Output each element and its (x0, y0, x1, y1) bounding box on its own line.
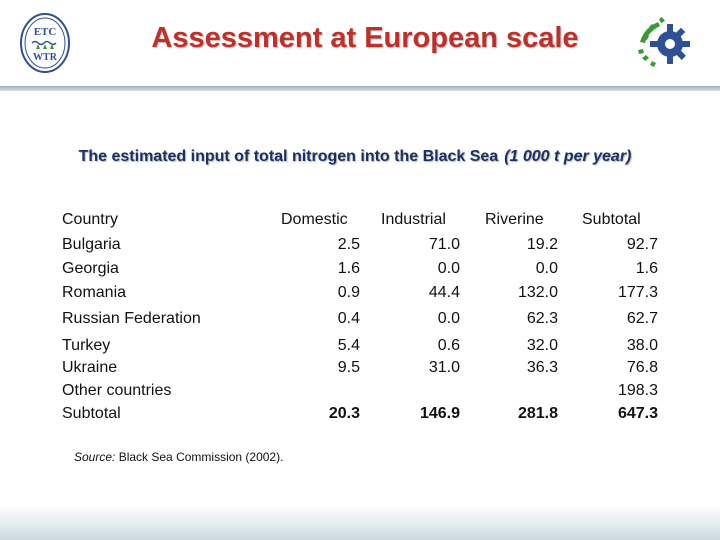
table-row: Georgia 1.6 0.0 0.0 1.6 (0, 260, 720, 282)
column-header-industrial: Industrial (381, 211, 446, 228)
domestic-cell: 5.4 (337, 337, 360, 354)
source-note: Source: Black Sea Commission (2002). (74, 450, 283, 464)
slide-title: Assessment at European scale (151, 22, 579, 54)
subtotal-cell: 1.6 (635, 260, 658, 277)
subtotal-cell: 76.8 (626, 359, 658, 376)
subtotal-cell: 62.7 (626, 310, 658, 327)
caption-unit: (1 000 t per year) (504, 148, 632, 165)
source-label: Source: (74, 450, 116, 464)
table-row: Bulgaria 2.5 71.0 19.2 92.7 (0, 236, 720, 258)
logo-text-bottom: WTR (33, 52, 58, 63)
country-cell: Other countries (62, 382, 172, 399)
domestic-cell: 9.5 (337, 359, 360, 376)
industrial-cell: 44.4 (428, 284, 460, 301)
table-header-row: Country Domestic Industrial Riverine Sub… (0, 211, 720, 233)
industrial-cell: 71.0 (428, 236, 460, 253)
riverine-cell: 0.0 (535, 260, 558, 277)
etc-wtr-logo-icon: ETC WTR (20, 13, 70, 73)
green-gear-logo-icon (638, 17, 690, 67)
subtotal-cell: 198.3 (617, 382, 658, 399)
country-cell: Subtotal (62, 405, 121, 422)
industrial-cell: 0.6 (437, 337, 460, 354)
column-header-riverine: Riverine (485, 211, 544, 228)
source-text: Black Sea Commission (2002). (118, 450, 284, 464)
etc-wtr-logo: ETC WTR (18, 12, 72, 74)
riverine-cell: 132.0 (517, 284, 558, 301)
riverine-cell: 32.0 (526, 337, 558, 354)
industrial-cell: 31.0 (428, 359, 460, 376)
table-row: Turkey 5.4 0.6 32.0 38.0 (0, 337, 720, 359)
domestic-cell: 0.4 (337, 310, 360, 327)
country-cell: Bulgaria (62, 236, 121, 253)
table-caption: The estimated input of total nitrogen in… (0, 148, 710, 166)
riverine-cell: 36.3 (526, 359, 558, 376)
green-gear-logo (632, 12, 698, 74)
country-cell: Turkey (62, 337, 111, 354)
industrial-cell: 0.0 (437, 310, 460, 327)
logo-text-top: ETC (34, 26, 57, 38)
column-header-country: Country (62, 211, 119, 228)
column-header-domestic: Domestic (281, 211, 348, 228)
table-row: Russian Federation 0.4 0.0 62.3 62.7 (0, 310, 720, 332)
footer-band (0, 505, 720, 540)
subtotal-cell: 647.3 (617, 405, 658, 422)
subtotal-cell: 92.7 (626, 236, 658, 253)
country-cell: Russian Federation (62, 310, 201, 327)
domestic-cell: 2.5 (337, 236, 360, 253)
domestic-cell: 20.3 (328, 405, 360, 422)
domestic-cell: 1.6 (337, 260, 360, 277)
subtotal-cell: 177.3 (617, 284, 658, 301)
table-total-row: Subtotal 20.3 146.9 281.8 647.3 (0, 405, 720, 427)
riverine-cell: 281.8 (517, 405, 558, 422)
country-cell: Ukraine (62, 359, 118, 376)
caption-text: The estimated input of total nitrogen in… (78, 148, 499, 165)
industrial-cell: 0.0 (437, 260, 460, 277)
country-cell: Georgia (62, 260, 119, 277)
table-row: Other countries 198.3 (0, 382, 720, 404)
header-divider (0, 86, 720, 91)
industrial-cell: 146.9 (419, 405, 460, 422)
subtotal-cell: 38.0 (626, 337, 658, 354)
column-header-subtotal: Subtotal (582, 211, 641, 228)
domestic-cell: 0.9 (337, 284, 360, 301)
riverine-cell: 19.2 (526, 236, 558, 253)
table-row: Ukraine 9.5 31.0 36.3 76.8 (0, 359, 720, 381)
country-cell: Romania (62, 284, 127, 301)
table-row: Romania 0.9 44.4 132.0 177.3 (0, 284, 720, 306)
riverine-cell: 62.3 (526, 310, 558, 327)
